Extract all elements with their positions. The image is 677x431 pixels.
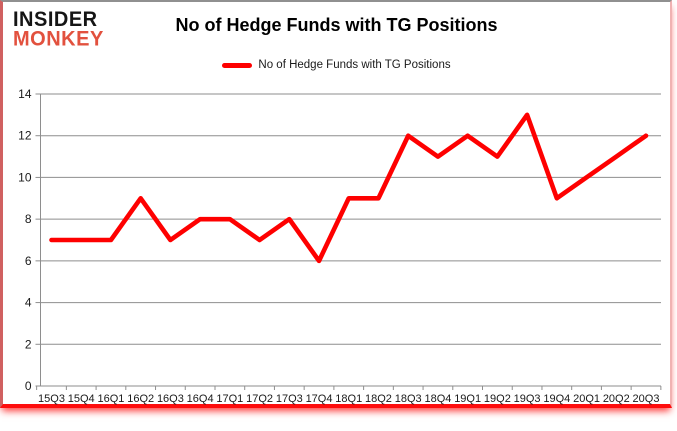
y-tick-label: 2: [25, 337, 32, 351]
legend-line-swatch: [222, 62, 253, 68]
x-tick-label: 20Q1: [573, 393, 600, 405]
x-tick-label: 18Q4: [424, 393, 451, 405]
x-tick-label: 15Q4: [68, 393, 95, 405]
y-tick-label: 8: [25, 212, 32, 226]
insider-monkey-logo: INSIDER MONKEY: [13, 7, 104, 52]
x-tick-label: 19Q2: [484, 393, 511, 405]
legend-label: No of Hedge Funds with TG Positions: [258, 59, 451, 71]
x-tick-label: 17Q4: [306, 393, 333, 405]
plot-area: 0 2 4 6 8 10 12 14 15Q3 15Q4 16Q1 16Q2 16Q3 16Q4 17Q1 1…: [3, 87, 676, 417]
y-tick-label: 12: [18, 129, 32, 143]
y-tick-label: 4: [25, 296, 32, 310]
x-tick-label: 16Q4: [187, 393, 214, 405]
x-tick-label: 15Q3: [38, 393, 65, 405]
x-tick-label: 16Q1: [97, 393, 124, 405]
y-tick-label: 0: [25, 379, 32, 393]
x-tick-label: 17Q3: [276, 393, 303, 405]
x-tick-label: 19Q1: [454, 393, 481, 405]
x-tick-label: 16Q2: [127, 393, 154, 405]
x-tick-label: 19Q3: [514, 393, 541, 405]
chart-title: No of Hedge Funds with TG Positions: [175, 15, 498, 35]
chart-legend: No of Hedge Funds with TG Positions: [3, 59, 670, 71]
y-tick-label: 6: [25, 254, 32, 268]
x-tick-label: 17Q2: [246, 393, 273, 405]
logo-text-monkey: MONKEY: [13, 27, 104, 52]
chart-card: INSIDER MONKEY No of Hedge Funds with TG…: [0, 0, 672, 408]
logo-text-insider: INSIDER: [13, 7, 98, 32]
x-tick-label: 16Q3: [157, 393, 184, 405]
x-tick-label: 20Q3: [633, 393, 660, 405]
x-tick-label: 18Q3: [395, 393, 422, 405]
y-tick-label: 10: [18, 170, 32, 184]
x-tick-label: 19Q4: [543, 393, 570, 405]
x-tick-label: 17Q1: [216, 393, 243, 405]
x-tick-label: 18Q1: [335, 393, 362, 405]
series-line: [49, 112, 649, 264]
x-tick-label: 18Q2: [365, 393, 392, 405]
y-tick-label: 14: [18, 87, 32, 101]
x-tick-label: 20Q2: [603, 393, 630, 405]
